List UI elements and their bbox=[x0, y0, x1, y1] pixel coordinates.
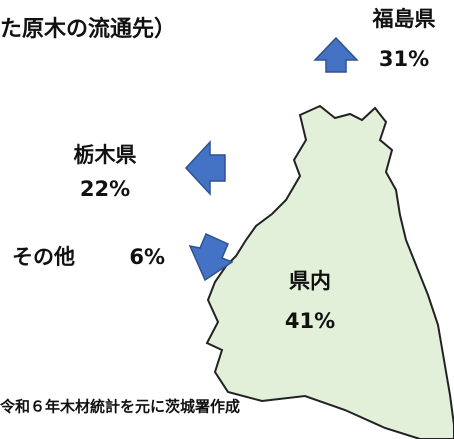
title: た原木の流通先） bbox=[0, 16, 176, 42]
dest-share: 22% bbox=[80, 177, 130, 201]
dest-name: その他 bbox=[12, 245, 75, 269]
dest-share: 31% bbox=[379, 47, 429, 71]
arrow-fukushima bbox=[313, 36, 359, 73]
footer: 令和６年木材統計を元に茨城署作成 bbox=[0, 398, 240, 416]
dest-share: 6% bbox=[129, 245, 165, 269]
arrow-other bbox=[188, 233, 234, 282]
dest-name: 福島県 bbox=[372, 7, 436, 31]
arrow-tochigi bbox=[184, 140, 226, 196]
dest-name: 県内 bbox=[289, 269, 331, 293]
ibaraki-map bbox=[205, 104, 454, 439]
dest-share: 41% bbox=[285, 309, 335, 333]
dest-name: 栃木県 bbox=[74, 143, 137, 167]
